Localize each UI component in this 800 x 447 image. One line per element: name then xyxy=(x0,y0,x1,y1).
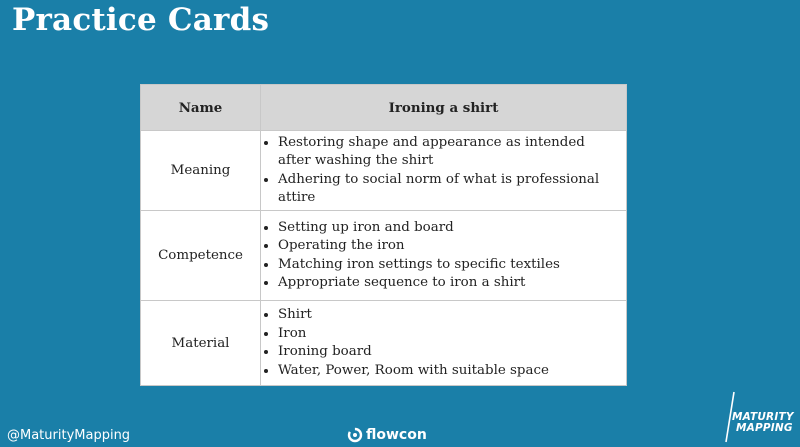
header-name: Name xyxy=(140,84,261,131)
mm-logo-line2: MAPPING xyxy=(736,422,793,434)
row-name-material: Material xyxy=(140,300,261,386)
row-items-material: Shirt Iron Ironing board Water, Power, R… xyxy=(260,300,627,386)
maturity-mapping-logo: MATURITY MAPPING xyxy=(724,390,794,444)
list-item: Iron xyxy=(278,325,620,344)
row-name-competence: Competence xyxy=(140,210,261,301)
list-item: Water, Power, Room with suitable space xyxy=(278,362,620,381)
list-item: Setting up iron and board xyxy=(278,219,620,238)
flowcon-logo-text: flowcon xyxy=(366,427,427,443)
table-row-meaning: Meaning Restoring shape and appearance a… xyxy=(140,130,627,211)
header-practice: Ironing a shirt xyxy=(260,84,627,131)
slide-title: Practice Cards xyxy=(12,2,270,38)
flowcon-logo: flowcon xyxy=(347,427,427,443)
maturity-mapping-logo-icon xyxy=(725,391,735,443)
table-row-material: Material Shirt Iron Ironing board Water,… xyxy=(140,300,627,386)
row-items-meaning: Restoring shape and appearance as intend… xyxy=(260,130,627,211)
list-item: Operating the iron xyxy=(278,237,620,256)
table-header-row: Name Ironing a shirt xyxy=(140,84,627,131)
list-item: Shirt xyxy=(278,306,620,325)
list-item: Matching iron settings to specific texti… xyxy=(278,256,620,275)
practice-card-table: Name Ironing a shirt Meaning Restoring s… xyxy=(140,84,627,386)
list-item: Appropriate sequence to iron a shirt xyxy=(278,274,620,293)
list-item: Restoring shape and appearance as intend… xyxy=(278,134,620,171)
row-name-meaning: Meaning xyxy=(140,130,261,211)
mm-logo-line1: MATURITY xyxy=(732,411,794,423)
table-row-competence: Competence Setting up iron and board Ope… xyxy=(140,210,627,301)
footer-handle: @MaturityMapping xyxy=(7,428,131,443)
list-item: Adhering to social norm of what is profe… xyxy=(278,171,620,208)
flowcon-logo-icon xyxy=(347,427,363,443)
list-item: Ironing board xyxy=(278,343,620,362)
row-items-competence: Setting up iron and board Operating the … xyxy=(260,210,627,301)
